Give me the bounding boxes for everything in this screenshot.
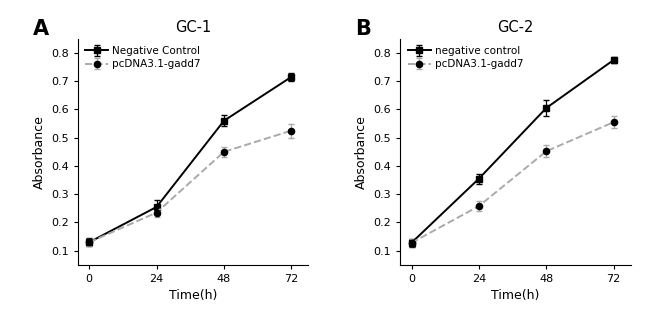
Y-axis label: Absorbance: Absorbance — [32, 115, 46, 189]
Text: A: A — [32, 19, 49, 39]
Title: GC-1: GC-1 — [175, 20, 211, 35]
Legend: Negative Control, pcDNA3.1-gadd7: Negative Control, pcDNA3.1-gadd7 — [83, 44, 203, 71]
Legend: negative control, pcDNA3.1-gadd7: negative control, pcDNA3.1-gadd7 — [406, 44, 525, 71]
Y-axis label: Absorbance: Absorbance — [355, 115, 368, 189]
X-axis label: Time(h): Time(h) — [491, 289, 540, 302]
X-axis label: Time(h): Time(h) — [169, 289, 217, 302]
Title: GC-2: GC-2 — [497, 20, 534, 35]
Text: B: B — [355, 19, 370, 39]
